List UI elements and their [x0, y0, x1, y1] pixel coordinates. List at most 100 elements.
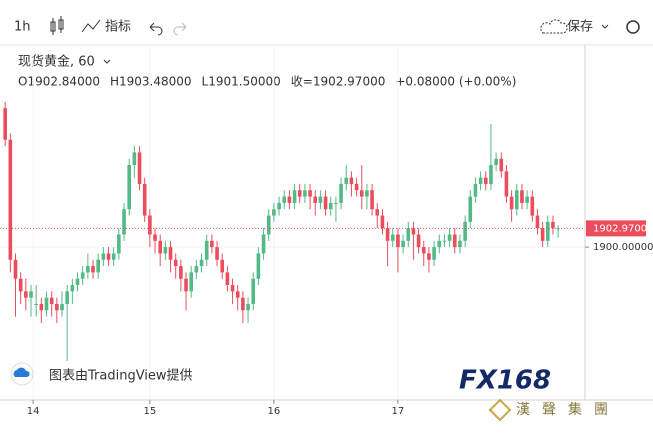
- candle-body: [70, 285, 75, 292]
- candle-body: [261, 234, 266, 254]
- interval-button[interactable]: 1h: [14, 20, 31, 35]
- candle-icon[interactable]: [50, 16, 64, 35]
- candle-body: [318, 196, 323, 203]
- candle-body: [540, 228, 545, 241]
- candle-body: [427, 253, 431, 260]
- candle-body: [272, 209, 276, 216]
- candle-body: [235, 291, 240, 298]
- candle-body: [34, 303, 38, 305]
- candle-body: [18, 278, 23, 292]
- candle-body: [354, 183, 359, 191]
- candle-body: [8, 139, 13, 260]
- candle-body: [225, 272, 230, 286]
- candle-body: [251, 278, 256, 304]
- candle-body: [210, 240, 214, 248]
- attribution[interactable]: 图表由TradingView提供: [49, 368, 193, 384]
- candle-body: [551, 221, 555, 229]
- candle-body: [349, 177, 354, 184]
- candle-body: [266, 215, 271, 235]
- candle-body: [184, 278, 188, 292]
- x-tick-label: 16: [268, 406, 281, 417]
- y-tick-label: 1900.00000: [593, 242, 653, 253]
- candle-body: [483, 177, 488, 184]
- candle-body: [514, 190, 519, 210]
- last-price-tag: [586, 220, 646, 237]
- candle-body: [432, 247, 436, 260]
- candle-body: [60, 303, 64, 311]
- candle-body: [375, 209, 380, 216]
- x-tick-label: 17: [392, 406, 405, 417]
- candle-body: [297, 190, 302, 197]
- candle-body: [204, 240, 209, 260]
- candle-body: [86, 266, 90, 273]
- candle-body: [117, 234, 121, 254]
- candle-body: [230, 285, 235, 292]
- candle-body: [179, 266, 183, 279]
- candle-body: [530, 196, 535, 216]
- candle-body: [535, 215, 540, 229]
- candle-body: [520, 190, 524, 203]
- candle-body: [442, 240, 447, 242]
- candle-body: [80, 272, 85, 279]
- candle-body: [499, 158, 504, 172]
- candle-body: [220, 259, 225, 273]
- candle-body: [158, 240, 163, 254]
- candle-body: [416, 234, 421, 248]
- candle-body: [29, 291, 33, 298]
- candle-body: [153, 234, 157, 241]
- candle-body: [39, 303, 44, 311]
- candle-body: [24, 291, 28, 298]
- ohlc-legend: O1902.84000 H1903.48000 L1901.50000 收=1902.…: [18, 75, 516, 89]
- candle-body: [256, 253, 261, 279]
- candle-body: [199, 259, 204, 267]
- candle-body: [173, 259, 178, 267]
- candle-body: [344, 177, 349, 184]
- candle-body: [421, 247, 426, 254]
- save-button[interactable]: 保存: [567, 20, 593, 35]
- candle-body: [106, 253, 111, 260]
- candle-body: [246, 303, 250, 311]
- candle-body: [49, 297, 54, 304]
- ohlc-value: L1901.50000: [202, 75, 281, 89]
- candle-body: [308, 190, 312, 197]
- candle-body: [287, 196, 292, 203]
- dropdown-arrow[interactable]: [601, 24, 609, 29]
- candle-body: [380, 215, 385, 229]
- candle-body: [127, 165, 132, 210]
- watermark: FX168: [459, 366, 551, 396]
- candle-body: [282, 196, 287, 203]
- candle-body: [385, 228, 390, 241]
- candle-body: [509, 196, 514, 210]
- candle-body: [370, 190, 374, 210]
- candle-body: [313, 196, 318, 203]
- candle-body: [473, 183, 478, 197]
- candle-body: [504, 171, 509, 197]
- candle-body: [390, 234, 395, 241]
- candle-body: [478, 177, 483, 184]
- candle-body: [96, 259, 100, 273]
- indicators-button[interactable]: 指标: [105, 20, 131, 35]
- brand: 漢聲集團: [516, 401, 620, 418]
- candle-body: [411, 228, 416, 235]
- candle-body: [163, 247, 168, 254]
- candle-body: [463, 221, 467, 241]
- cloud-icon[interactable]: [540, 19, 568, 34]
- redo-icon[interactable]: [173, 22, 187, 36]
- candle-body: [75, 278, 80, 286]
- indicator-icon[interactable]: [81, 19, 101, 33]
- candle-body: [142, 183, 147, 216]
- settings-icon[interactable]: [626, 20, 640, 34]
- ohlc-value: 收=1902.97000: [291, 75, 386, 89]
- symbol-title: 现货黄金, 60: [18, 54, 95, 70]
- dropdown-arrow[interactable]: [103, 59, 111, 64]
- candle-body: [489, 165, 493, 184]
- undo-icon[interactable]: [149, 22, 163, 36]
- candle-body: [359, 190, 364, 197]
- candle-body: [406, 228, 411, 241]
- candle-body: [334, 202, 338, 204]
- candle-body: [339, 183, 343, 203]
- ohlc-value: O1902.84000: [18, 75, 100, 89]
